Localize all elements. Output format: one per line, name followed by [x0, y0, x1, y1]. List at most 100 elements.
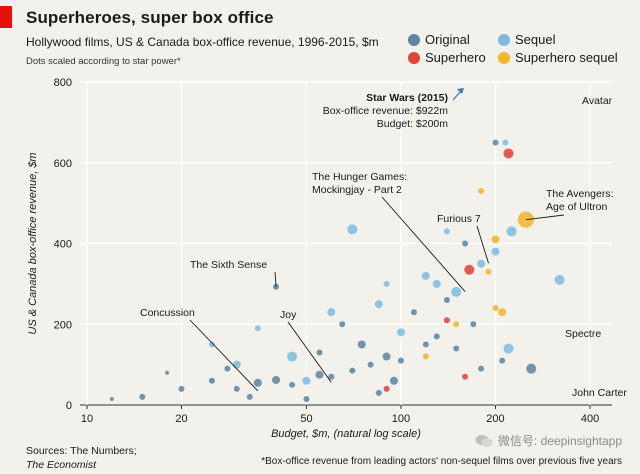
point-sequel [443, 228, 450, 235]
legend-item-superhero-sequel: Superhero sequel [498, 50, 618, 65]
point-original [139, 393, 146, 400]
point-sequel [503, 343, 514, 354]
annotation-label: The Sixth Sense [190, 259, 267, 271]
annotation-label: Age of Ultron [546, 201, 607, 213]
point-original [233, 385, 240, 392]
point-original [478, 365, 485, 372]
point-superhero [443, 317, 450, 324]
watermark: 微信号: deepinsightapp [475, 432, 622, 449]
point-original [253, 378, 262, 387]
point-original [443, 297, 450, 304]
point-original [109, 396, 114, 401]
point-sequel [421, 271, 430, 280]
y-tick-label: 0 [66, 400, 72, 412]
annotation-leader [525, 214, 565, 221]
y-tick-label: 400 [54, 239, 72, 251]
point-sequel [502, 139, 509, 146]
point-original [389, 376, 398, 385]
point-sequel [554, 274, 565, 285]
callout-revenue: Box-office revenue: $922m [323, 105, 449, 117]
point-original [349, 367, 356, 374]
point-original [328, 373, 335, 380]
sources-publisher: The Economist [26, 459, 97, 471]
point-sequel [287, 351, 298, 362]
point-sequel [208, 341, 215, 348]
legend-dot-superhero [408, 51, 420, 64]
point-original [316, 349, 323, 356]
x-axis-label: Budget, $m, (natural log scale) [271, 428, 421, 440]
legend-label-superhero-sequel: Superhero sequel [515, 50, 618, 65]
annotation-label: Spectre [565, 328, 601, 340]
x-tick-label: 10 [81, 413, 93, 425]
point-original [462, 240, 469, 247]
point-original [357, 340, 366, 349]
point-superhero-sequel [453, 321, 460, 328]
annotation-label: Mockingjay - Part 2 [312, 184, 402, 196]
point-sequel [477, 259, 486, 268]
annotation-label: Furious 7 [437, 213, 481, 225]
annotation-label: Avatar [582, 95, 613, 107]
annotation-label: Concussion [140, 307, 195, 319]
point-sequel [506, 226, 517, 237]
legend-label-sequel: Sequel [515, 32, 556, 47]
point-superhero-sequel [492, 305, 499, 312]
x-tick-label: 100 [392, 413, 410, 425]
point-sequel [451, 286, 462, 297]
point-sequel [374, 300, 383, 309]
y-tick-label: 200 [54, 319, 72, 331]
point-original [224, 365, 231, 372]
point-original [339, 321, 346, 328]
point-sequel [432, 279, 441, 288]
point-original [470, 321, 477, 328]
annotation-label: The Avengers: [546, 188, 614, 200]
point-original [315, 370, 324, 379]
legend-dot-original [408, 33, 420, 46]
callout-arrowhead [457, 88, 464, 94]
annotation-leader [287, 321, 332, 383]
annotation-label: John Carter [572, 387, 627, 399]
point-superhero-sequel [422, 353, 429, 360]
annotation-leader [476, 225, 489, 264]
annotation-label: The Hunger Games: [312, 171, 407, 183]
chart-subtitle: Hollywood films, US & Canada box-office … [26, 35, 379, 49]
point-original [499, 357, 506, 364]
point-original [208, 377, 215, 384]
x-tick-label: 200 [486, 413, 504, 425]
point-sequel [302, 376, 311, 385]
sources-line: Sources: The Numbers; [26, 445, 137, 457]
legend-dot-superhero-sequel [498, 51, 510, 64]
point-original [303, 395, 310, 402]
point-original [289, 381, 296, 388]
legend-item-superhero: Superhero [408, 50, 486, 65]
point-original [410, 309, 417, 316]
x-tick-label: 400 [581, 413, 599, 425]
point-superhero-sequel [491, 235, 500, 244]
point-sequel [232, 360, 241, 369]
legend-item-sequel: Sequel [498, 32, 555, 47]
legend-label-superhero: Superhero [425, 50, 486, 65]
legend-label-original: Original [425, 32, 470, 47]
point-original [272, 375, 281, 384]
annotation-leader [274, 271, 277, 287]
chart-note: Dots scaled according to star power* [26, 56, 181, 67]
point-original [492, 139, 499, 146]
footnote: *Box-office revenue from leading actors'… [261, 456, 622, 467]
x-tick-label: 20 [175, 413, 187, 425]
y-axis-label: US & Canada box-office revenue, $m [27, 152, 39, 334]
callout-budget: Budget: $200m [377, 118, 448, 130]
point-original [526, 363, 537, 374]
point-superhero [383, 385, 390, 392]
point-original [178, 385, 185, 392]
point-sequel [491, 247, 500, 256]
point-original [246, 393, 253, 400]
point-original [453, 345, 460, 352]
point-superhero-sequel [478, 188, 485, 195]
point-original [165, 370, 170, 375]
chart-title: Superheroes, super box office [26, 8, 274, 27]
legend-item-original: Original [408, 32, 470, 47]
point-superhero-sequel [485, 268, 492, 275]
watermark-text: 微信号: deepinsightapp [497, 434, 622, 448]
annotation-leader [381, 196, 466, 292]
sources: Sources: The Numbers; The Economist [26, 444, 137, 472]
